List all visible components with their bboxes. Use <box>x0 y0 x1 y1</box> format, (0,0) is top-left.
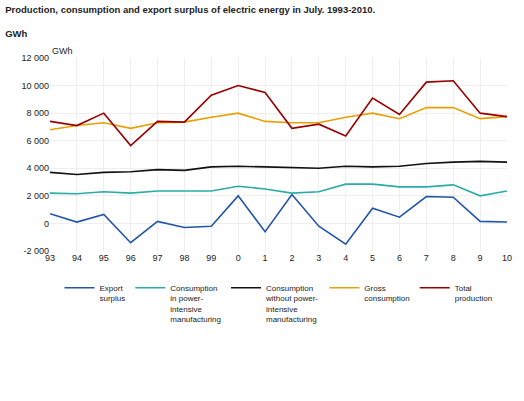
svg-text:8 000: 8 000 <box>26 108 49 118</box>
svg-text:Grossconsumption: Grossconsumption <box>364 284 409 303</box>
svg-text:2: 2 <box>289 253 294 263</box>
svg-text:10: 10 <box>502 253 512 263</box>
svg-text:97: 97 <box>153 253 163 263</box>
svg-text:94: 94 <box>72 253 82 263</box>
svg-text:6: 6 <box>397 253 402 263</box>
svg-text:7: 7 <box>424 253 429 263</box>
svg-text:Production, consumption and ex: Production, consumption and export surpl… <box>5 4 375 15</box>
svg-text:93: 93 <box>45 253 55 263</box>
svg-text:8: 8 <box>451 253 456 263</box>
svg-text:GWh: GWh <box>52 46 73 56</box>
svg-text:Consumptionin power-intensivem: Consumptionin power-intensivemanufacturi… <box>170 284 221 324</box>
svg-text:99: 99 <box>206 253 216 263</box>
svg-text:5: 5 <box>370 253 375 263</box>
svg-text:4 000: 4 000 <box>26 163 49 173</box>
svg-text:0: 0 <box>44 219 49 229</box>
svg-text:1: 1 <box>263 253 268 263</box>
svg-text:6 000: 6 000 <box>26 136 49 146</box>
svg-text:-2 000: -2 000 <box>23 246 49 256</box>
svg-text:96: 96 <box>126 253 136 263</box>
svg-text:98: 98 <box>179 253 189 263</box>
svg-text:0: 0 <box>236 253 241 263</box>
svg-text:GWh: GWh <box>5 28 27 39</box>
svg-text:4: 4 <box>343 253 348 263</box>
svg-text:Consumptionwithout power-inten: Consumptionwithout power-intensivemanufa… <box>265 284 318 324</box>
svg-text:10 000: 10 000 <box>21 81 49 91</box>
svg-text:Exportsurplus: Exportsurplus <box>100 284 126 303</box>
svg-text:9: 9 <box>478 253 483 263</box>
svg-text:3: 3 <box>316 253 321 263</box>
svg-text:Totalproduction: Totalproduction <box>455 284 492 303</box>
svg-text:12 000: 12 000 <box>21 53 49 63</box>
svg-text:95: 95 <box>99 253 109 263</box>
svg-text:2 000: 2 000 <box>26 191 49 201</box>
